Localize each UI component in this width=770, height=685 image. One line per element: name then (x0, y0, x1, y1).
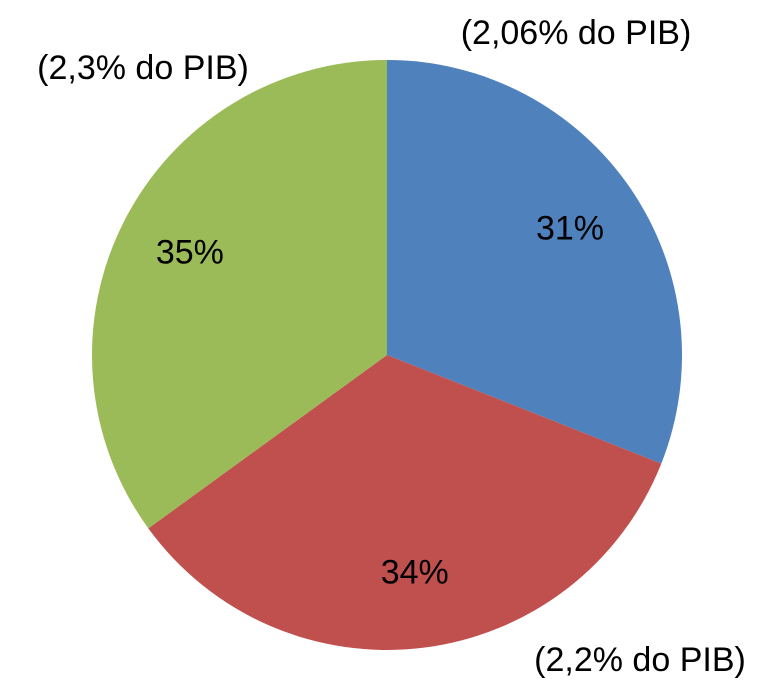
data-label: 31% (536, 210, 604, 248)
pie-slice (91, 60, 387, 529)
pie-slice (148, 355, 662, 651)
annotation: (2,06% do PIB) (461, 14, 692, 52)
annotation: (2,3% do PIB) (37, 49, 249, 87)
annotation: (2,2% do PIB) (534, 641, 746, 679)
data-label: 34% (381, 553, 449, 591)
pie-slice (387, 60, 682, 464)
data-label: 35% (156, 234, 224, 272)
